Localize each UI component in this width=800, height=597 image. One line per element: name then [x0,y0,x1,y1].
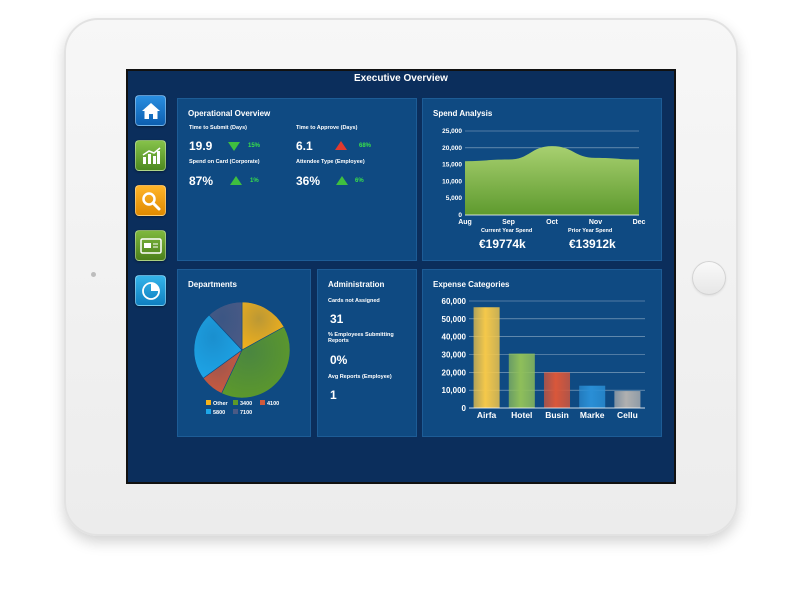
expense-bar-chart: 0 10,000 20,000 30,000 40,000 50,000 60,000 Air… [442,297,645,420]
legend-swatch [206,400,211,405]
trend-up-icon [230,176,242,185]
y-tick-label: 30,000 [442,351,467,360]
y-tick-label: 60,000 [442,297,467,306]
x-tick-label: Nov [589,219,602,226]
metric-label: Spend on Card (Corporate) [189,159,260,165]
pie-slice-5800[interactable] [193,314,243,379]
nav-home-button[interactable] [135,95,166,126]
y-tick-label: 20,000 [442,145,462,152]
spend-analysis-panel: Spend Analysis 0 5,000 10,000 15,000 20,000 2… [422,98,662,261]
y-tick-label: 15,000 [442,162,462,169]
panel-title: Spend Analysis [433,109,493,118]
y-tick-label: 0 [462,404,467,413]
nav-card-button[interactable] [135,230,166,261]
x-tick-label: Dec [633,219,646,226]
y-tick-label: 20,000 [442,368,467,377]
trend-down-icon [228,142,240,151]
expense-categories-panel: Expense Categories 0 10,000 20,000 30,000 40… [422,269,662,437]
pie-slice-3400[interactable] [221,326,291,399]
metric-value: 6.1 [296,139,313,153]
administration-panel: Administration Cards not Assigned 31 % E… [317,269,417,437]
legend-label: 3400 [240,401,252,407]
trend-up-icon [336,176,348,185]
x-tick-label: Marke [580,410,605,420]
y-tick-label: 50,000 [442,315,467,324]
metric-change: 1% [250,178,259,184]
bar-Marke[interactable] [579,385,606,408]
admin-value: 1 [330,388,337,402]
tablet-home-button[interactable] [692,261,726,295]
nav-search-button[interactable] [135,185,166,216]
y-tick-label: 40,000 [442,333,467,342]
panel-title: Expense Categories [433,280,510,289]
y-tick-label: 10,000 [442,178,462,185]
legend-swatch [260,400,265,405]
departments-panel: Departments Other 3400 4100 5800 7100 [177,269,311,437]
metric-value: 87% [189,174,214,188]
panel-title: Administration [328,280,385,289]
metric-change: 6% [355,178,364,184]
x-tick-label: Oct [546,219,558,226]
bar-Busin[interactable] [543,372,571,408]
search-icon [141,191,160,210]
admin-label: Avg Reports (Employee) [328,374,392,380]
spend-area-chart: 0 5,000 10,000 15,000 20,000 25,000 Aug Sep Oct N… [442,128,646,226]
prior-year-label: Prior Year Spend [568,228,613,234]
legend-label: Other [213,401,229,407]
admin-label: % Employees Submitting Reports [328,332,394,344]
x-tick-label: Hotel [511,410,532,420]
admin-value: 31 [330,312,344,326]
y-tick-label: 25,000 [442,128,462,135]
x-tick-label: Sep [502,219,515,226]
admin-label: Cards not Assigned [328,298,380,304]
y-tick-label: 0 [458,212,462,219]
credit-card-icon [139,237,162,254]
departments-pie-chart: Other 3400 4100 5800 7100 [193,301,291,416]
nav-reports-button[interactable] [135,275,166,306]
bar-Hotel[interactable] [508,353,535,408]
x-tick-label: Cellu [617,410,638,420]
metric-label: Time to Submit (Days) [189,125,247,131]
metric-label: Time to Approve (Days) [296,125,358,131]
legend-label: 5800 [213,410,225,416]
metric-label: Attendee Type (Employee) [296,159,365,165]
pie-chart-icon [141,281,160,300]
current-year-value: €19774k [479,237,526,251]
spend-area-series[interactable] [465,146,639,215]
home-icon [141,102,160,119]
legend-swatch [233,400,238,405]
current-year-label: Current Year Spend [481,228,533,234]
legend-label: 7100 [240,410,252,416]
metric-value: 19.9 [189,139,213,153]
page-title: Executive Overview [354,73,448,84]
pie-slice-7100[interactable] [208,301,243,351]
x-tick-label: Airfa [477,410,497,420]
pie-slice-Other[interactable] [241,301,285,351]
legend-label: 4100 [267,401,279,407]
panel-title: Operational Overview [188,109,271,118]
metric-change: 15% [248,143,261,149]
legend-swatch [233,409,238,414]
bar-chart-icon [142,146,160,164]
nav-analytics-button[interactable] [135,140,166,171]
trend-up-icon [335,141,347,150]
metric-value: 36% [296,174,321,188]
admin-value: 0% [330,353,348,367]
y-tick-label: 5,000 [446,195,463,202]
x-tick-label: Busin [545,410,569,420]
legend-swatch [206,409,211,414]
bar-Cellu[interactable] [614,391,641,408]
x-tick-label: Aug [458,219,472,226]
operational-overview-panel: Operational Overview Time to Submit (Day… [177,98,417,261]
bar-Airfa[interactable] [473,307,500,408]
panel-title: Departments [188,280,237,289]
dashboard-screen: Executive Overview [126,69,676,484]
y-tick-label: 10,000 [442,386,467,395]
camera-icon [91,272,96,277]
metric-change: 68% [359,143,372,149]
prior-year-value: €13912k [569,237,616,251]
